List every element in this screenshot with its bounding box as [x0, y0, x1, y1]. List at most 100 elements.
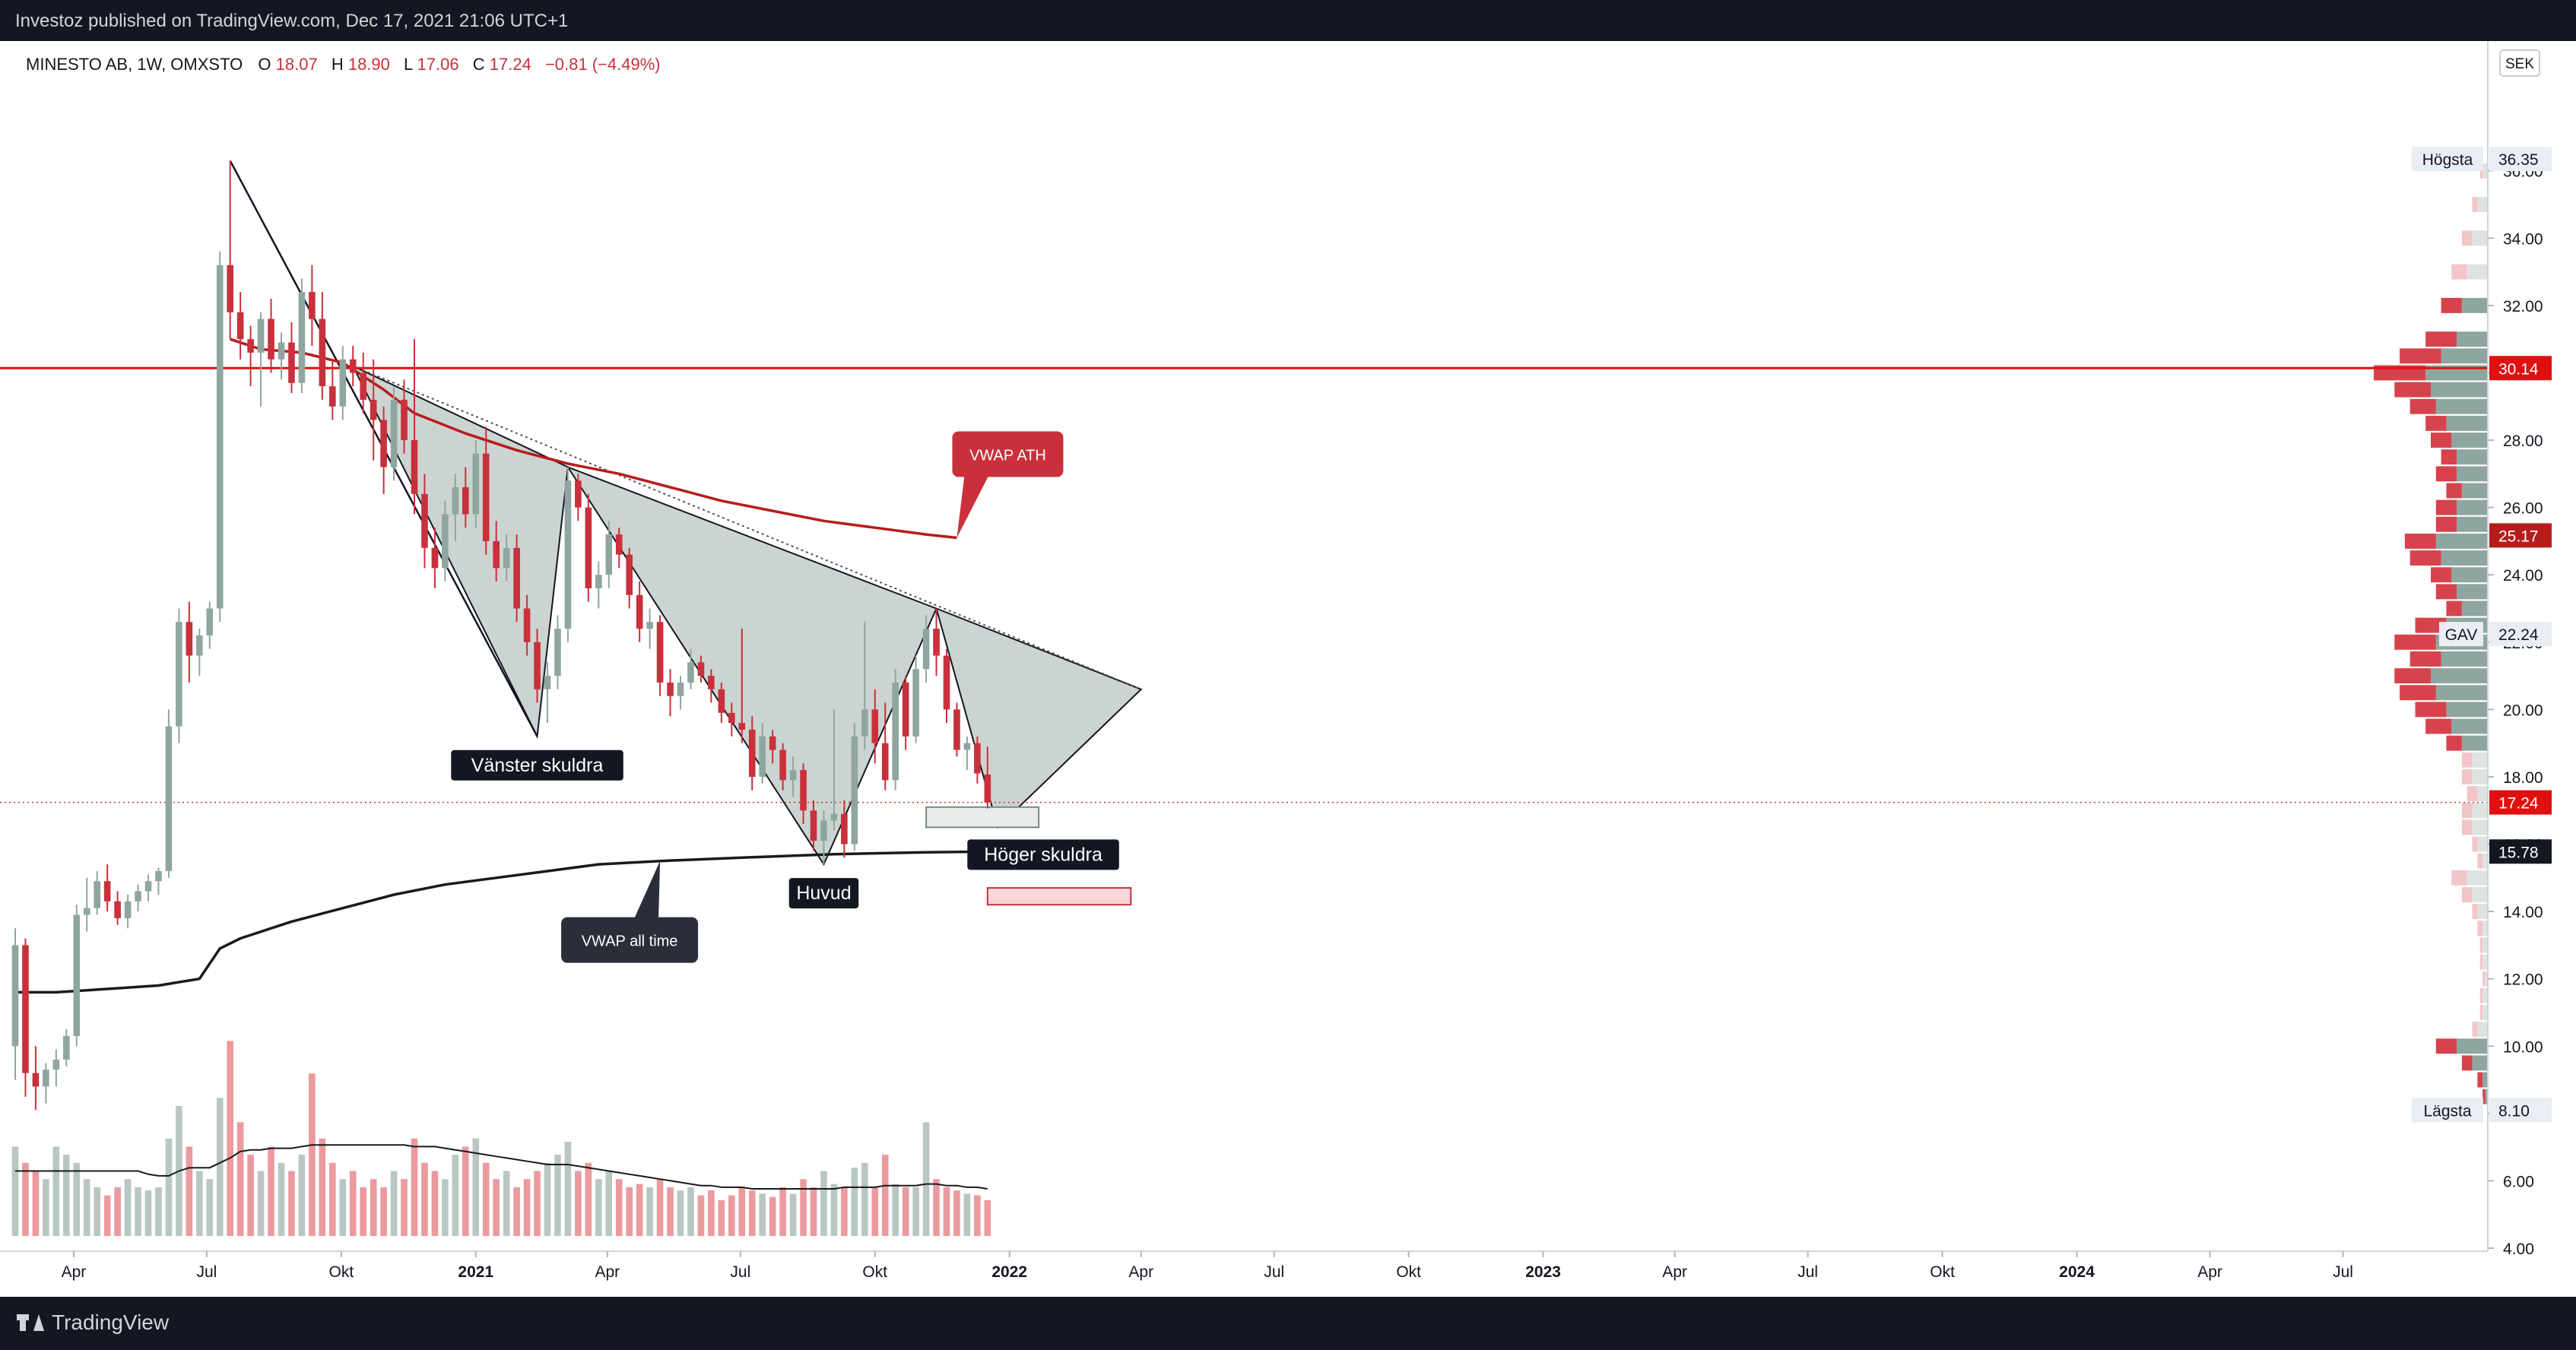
chart[interactable]: Vänster skuldra Huvud Höger skuldra VWAP AT… [0, 41, 2576, 1297]
volume-bar [820, 1171, 827, 1236]
volume-bar [63, 1155, 70, 1236]
annotation-layer: Vänster skuldra Huvud Höger skuldra VWAP AT… [451, 431, 1119, 963]
profile-bar-down [2461, 752, 2473, 768]
volume-bar [288, 1171, 295, 1236]
volume-bar [810, 1187, 817, 1236]
candle-up [595, 575, 602, 588]
pattern-label: Huvud [796, 883, 851, 904]
volume-bar [503, 1171, 510, 1236]
footer-bar: TradingView [0, 1297, 2576, 1350]
profile-bar-up [2482, 987, 2488, 1003]
profile-bar-down [2409, 651, 2441, 667]
profile-bar-up [2441, 550, 2488, 566]
candle-down [748, 729, 756, 777]
x-tick-label: 2022 [991, 1263, 1027, 1281]
currency-button-frame [2499, 49, 2540, 77]
volume-bar [493, 1179, 500, 1236]
candle-down [626, 554, 633, 595]
price-label-box [2489, 147, 2552, 172]
profile-bar-up [2485, 1089, 2488, 1104]
legend-l-label: L [404, 55, 413, 74]
volume-bar [953, 1190, 960, 1236]
profile-bar-down [2415, 617, 2447, 633]
profile-bar-up [2472, 1055, 2488, 1071]
profile-bar-down [2435, 1038, 2457, 1054]
volume-bar [22, 1162, 29, 1236]
x-tick-label: 2024 [2059, 1263, 2095, 1281]
volume-bar [247, 1155, 254, 1236]
volume-bar [554, 1155, 561, 1236]
x-tick-label: 2021 [458, 1263, 493, 1281]
x-tick-label: Okt [1396, 1263, 1421, 1281]
volume-bar [43, 1179, 49, 1236]
candle-down [933, 629, 940, 656]
profile-bar-up [2435, 685, 2488, 701]
legend-symbol: MINESTO AB, 1W, OMXSTO [26, 55, 243, 74]
volume-bar [912, 1187, 919, 1236]
publisher-bar: Investoz published on TradingView.com, D… [0, 0, 2576, 41]
volume-bar [114, 1187, 121, 1236]
candle-down [329, 386, 336, 407]
profile-bar-up [2477, 1022, 2488, 1038]
profile-bar-up [2482, 954, 2488, 970]
candle-down [769, 736, 776, 750]
candle-up [257, 318, 265, 353]
volume-bar [32, 1171, 40, 1236]
candle-down [247, 339, 254, 353]
candle-up [687, 662, 694, 683]
volume-bar [421, 1162, 428, 1236]
candle-up [503, 547, 510, 569]
candle-up [52, 1059, 60, 1070]
volume-bar [718, 1199, 725, 1236]
candle-down [871, 709, 879, 743]
profile-bar-down [2467, 786, 2478, 802]
profile-bar-up [2457, 584, 2488, 600]
candle-down [615, 534, 623, 555]
volume-bar [595, 1179, 602, 1236]
profile-bar-down [2404, 533, 2436, 549]
candle-down [953, 709, 960, 750]
volume-bar [922, 1122, 930, 1236]
profile-bar-down [2461, 819, 2473, 835]
volume-bar [309, 1073, 316, 1236]
legend-high: 18.90 [348, 55, 390, 74]
candle-up [759, 736, 766, 777]
legend-open: 18.07 [276, 55, 318, 74]
currency-label: SEK [2505, 56, 2534, 72]
profile-bar-down [2479, 954, 2483, 970]
callout-label: VWAP ATH [969, 447, 1046, 464]
y-tick-label: 20.00 [2503, 702, 2543, 719]
x-tick-label: Jul [2333, 1263, 2353, 1281]
price-label-name-box [2439, 622, 2483, 647]
candle-up [216, 265, 224, 609]
profile-bar-down [2461, 886, 2473, 902]
volume-bar [984, 1199, 991, 1236]
volume-bar [513, 1187, 520, 1236]
volume-bar [534, 1171, 541, 1236]
volume-bar [769, 1196, 776, 1236]
volume-bar [227, 1041, 233, 1236]
brand[interactable]: TradingView [17, 1310, 169, 1335]
profile-bar-down [2479, 987, 2483, 1003]
vwap-all-time-line [15, 850, 988, 994]
volume-bar [779, 1187, 786, 1236]
candle-down [462, 487, 469, 515]
price-label-name: Lägsta [2423, 1102, 2471, 1120]
candle-down [728, 712, 735, 724]
profile-bar-up [2431, 668, 2488, 684]
volume-bar [861, 1162, 868, 1236]
candle-down [22, 945, 29, 1073]
volume-bar [656, 1179, 664, 1236]
profile-bar-up [2472, 230, 2488, 246]
volume-bar [687, 1187, 694, 1236]
volume-bar [431, 1171, 439, 1236]
profile-bar-down [2425, 415, 2447, 431]
volume-bar [155, 1187, 162, 1236]
candle-up [165, 726, 173, 871]
candle-down [523, 608, 531, 642]
currency-button[interactable]: SEK [2499, 49, 2540, 77]
profile-bar-up [2457, 331, 2488, 347]
legend-h-label: H [332, 55, 344, 74]
candle-down [534, 642, 541, 689]
volume-bar [708, 1190, 715, 1236]
